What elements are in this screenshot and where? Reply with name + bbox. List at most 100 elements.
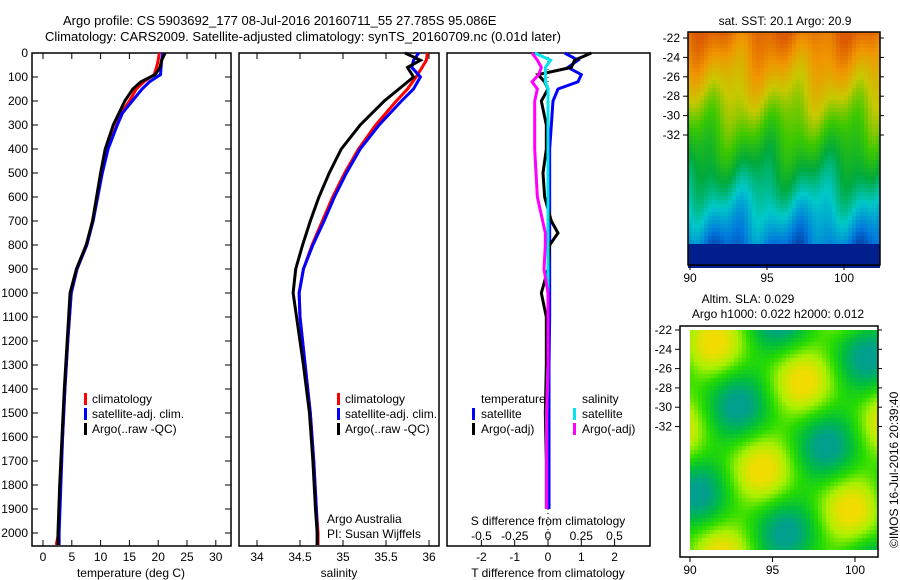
legend-swatch — [472, 423, 475, 435]
sla-map-title-2: Argo h1000: 0.022 h2000: 0.012 — [692, 307, 864, 321]
sst-map-title: sat. SST: 20.1 Argo: 20.9 — [719, 14, 852, 28]
depth-tick-label: 200 — [8, 94, 28, 108]
legend-label: Argo(-adj) — [481, 422, 534, 436]
latitude-tick-label: -26 — [663, 70, 681, 84]
depth-tick-label: 1800 — [1, 478, 28, 492]
latitude-tick-label: -32 — [655, 420, 673, 434]
legend-swatch — [337, 423, 340, 435]
s-diff-axis-label: S difference from climatology — [471, 514, 626, 528]
latitude-tick-label: -30 — [663, 109, 681, 123]
title-line-1: Argo profile: CS 5903692_177 08-Jul-2016… — [63, 13, 497, 28]
temperature-tick-label: 25 — [180, 550, 194, 564]
depth-tick-label: 400 — [8, 142, 28, 156]
timestamp-stamp: ©IMOS 16-Jul-2016 20:39:40 — [887, 391, 900, 548]
legend-swatch — [84, 408, 87, 420]
temperature-line-argo-raw-qc- — [56, 52, 167, 545]
s-diff-tick-label: 0.5 — [606, 529, 623, 543]
difference-line-t-argo-adj- — [535, 51, 592, 509]
depth-tick-label: 500 — [8, 166, 28, 180]
depth-tick-label: 1200 — [1, 334, 28, 348]
latitude-tick-label: -22 — [655, 323, 673, 337]
latitude-tick-label: -30 — [655, 400, 673, 414]
salinity-tick-label: 36 — [422, 550, 436, 564]
sla-map-heatmap — [690, 330, 878, 550]
depth-tick-label: 2000 — [1, 526, 28, 540]
t-diff-tick-label: -1 — [509, 550, 520, 564]
depth-tick-label: 100 — [8, 70, 28, 84]
legend-swatch — [573, 408, 576, 420]
salinity-axis-label: salinity — [321, 566, 358, 580]
latitude-tick-label: -24 — [663, 50, 681, 64]
longitude-tick-label: 90 — [683, 271, 697, 285]
sla-map-axes — [679, 325, 879, 558]
s-diff-tick-label: -0.25 — [501, 529, 529, 543]
legend-label: satellite — [582, 407, 623, 421]
difference-line-s-argo-adj- — [530, 52, 550, 509]
legend-swatch — [84, 423, 87, 435]
credit-line-1: Argo Australia — [327, 512, 402, 526]
salinity-axes — [238, 52, 440, 547]
t-diff-tick-label: 2 — [611, 550, 618, 564]
legend-label: satellite — [481, 407, 522, 421]
s-diff-tick-label: 0 — [545, 529, 552, 543]
s-diff-tick-label: -0.5 — [471, 529, 492, 543]
salinity-tick-label: 34 — [250, 550, 264, 564]
legend-label: Argo(-adj) — [582, 422, 635, 436]
t-diff-axis-label: T difference from climatology — [471, 566, 625, 580]
temperature-tick-label: 20 — [152, 550, 166, 564]
temperature-tick-label: 5 — [68, 550, 75, 564]
t-diff-tick-label: 1 — [578, 550, 585, 564]
salinity-tick-label: 34.5 — [288, 550, 312, 564]
longitude-tick-label: 95 — [760, 271, 774, 285]
depth-tick-label: 600 — [8, 190, 28, 204]
difference-line-t-satellite — [547, 51, 584, 509]
depth-tick-label: 0 — [21, 46, 28, 60]
longitude-tick-label: 100 — [845, 563, 865, 577]
depth-tick-label: 1400 — [1, 382, 28, 396]
salinity-line-argo-raw-qc- — [291, 51, 424, 545]
latitude-tick-label: -26 — [655, 362, 673, 376]
latitude-tick-label: -28 — [655, 381, 673, 395]
temperature-axes — [31, 52, 232, 547]
depth-tick-label: 1600 — [1, 430, 28, 444]
temperature-tick-label: 10 — [94, 550, 108, 564]
temperature-tick-label: 15 — [123, 550, 137, 564]
depth-tick-label: 1900 — [1, 502, 28, 516]
legend-swatch — [337, 393, 340, 405]
legend-label: Argo(..raw -QC) — [345, 422, 430, 436]
temperature-tick-label: 0 — [40, 550, 47, 564]
latitude-tick-label: -32 — [663, 128, 681, 142]
depth-tick-label: 900 — [8, 262, 28, 276]
legend-label: satellite-adj. clim. — [92, 407, 184, 421]
depth-tick-label: 1300 — [1, 358, 28, 372]
depth-tick-label: 1000 — [1, 286, 28, 300]
depth-tick-label: 1100 — [2, 310, 28, 324]
legend-title-salinity: salinity — [582, 392, 619, 406]
latitude-tick-label: -28 — [663, 89, 681, 103]
sst-map-heatmap — [688, 32, 880, 268]
legend-label: climatology — [345, 392, 405, 406]
legend-label: Argo(..raw -QC) — [92, 422, 177, 436]
depth-tick-label: 300 — [8, 118, 28, 132]
t-diff-tick-label: 0 — [545, 550, 552, 564]
title-line-2: Climatology: CARS2009. Satellite-adjuste… — [45, 29, 561, 44]
sst-map-axes — [687, 31, 881, 266]
temperature-line-satellite-adj-clim- — [57, 52, 165, 545]
credit-line-2: PI: Susan Wijffels — [327, 527, 421, 541]
legend-label: satellite-adj. clim. — [345, 407, 437, 421]
longitude-tick-label: 100 — [834, 271, 854, 285]
latitude-tick-label: -24 — [655, 342, 673, 356]
salinity-tick-label: 35.5 — [374, 550, 398, 564]
sla-map-title-1: Altim. SLA: 0.029 — [702, 292, 795, 306]
legend-swatch — [472, 408, 475, 420]
latitude-tick-label: -22 — [663, 31, 681, 45]
legend-title-temperature: temperature — [481, 392, 546, 406]
longitude-tick-label: 95 — [766, 563, 780, 577]
temperature-tick-label: 30 — [209, 550, 223, 564]
temperature-axis-label: temperature (deg C) — [77, 566, 185, 580]
depth-tick-label: 1500 — [1, 406, 28, 420]
longitude-tick-label: 90 — [683, 563, 697, 577]
salinity-line-climatology — [297, 52, 429, 545]
